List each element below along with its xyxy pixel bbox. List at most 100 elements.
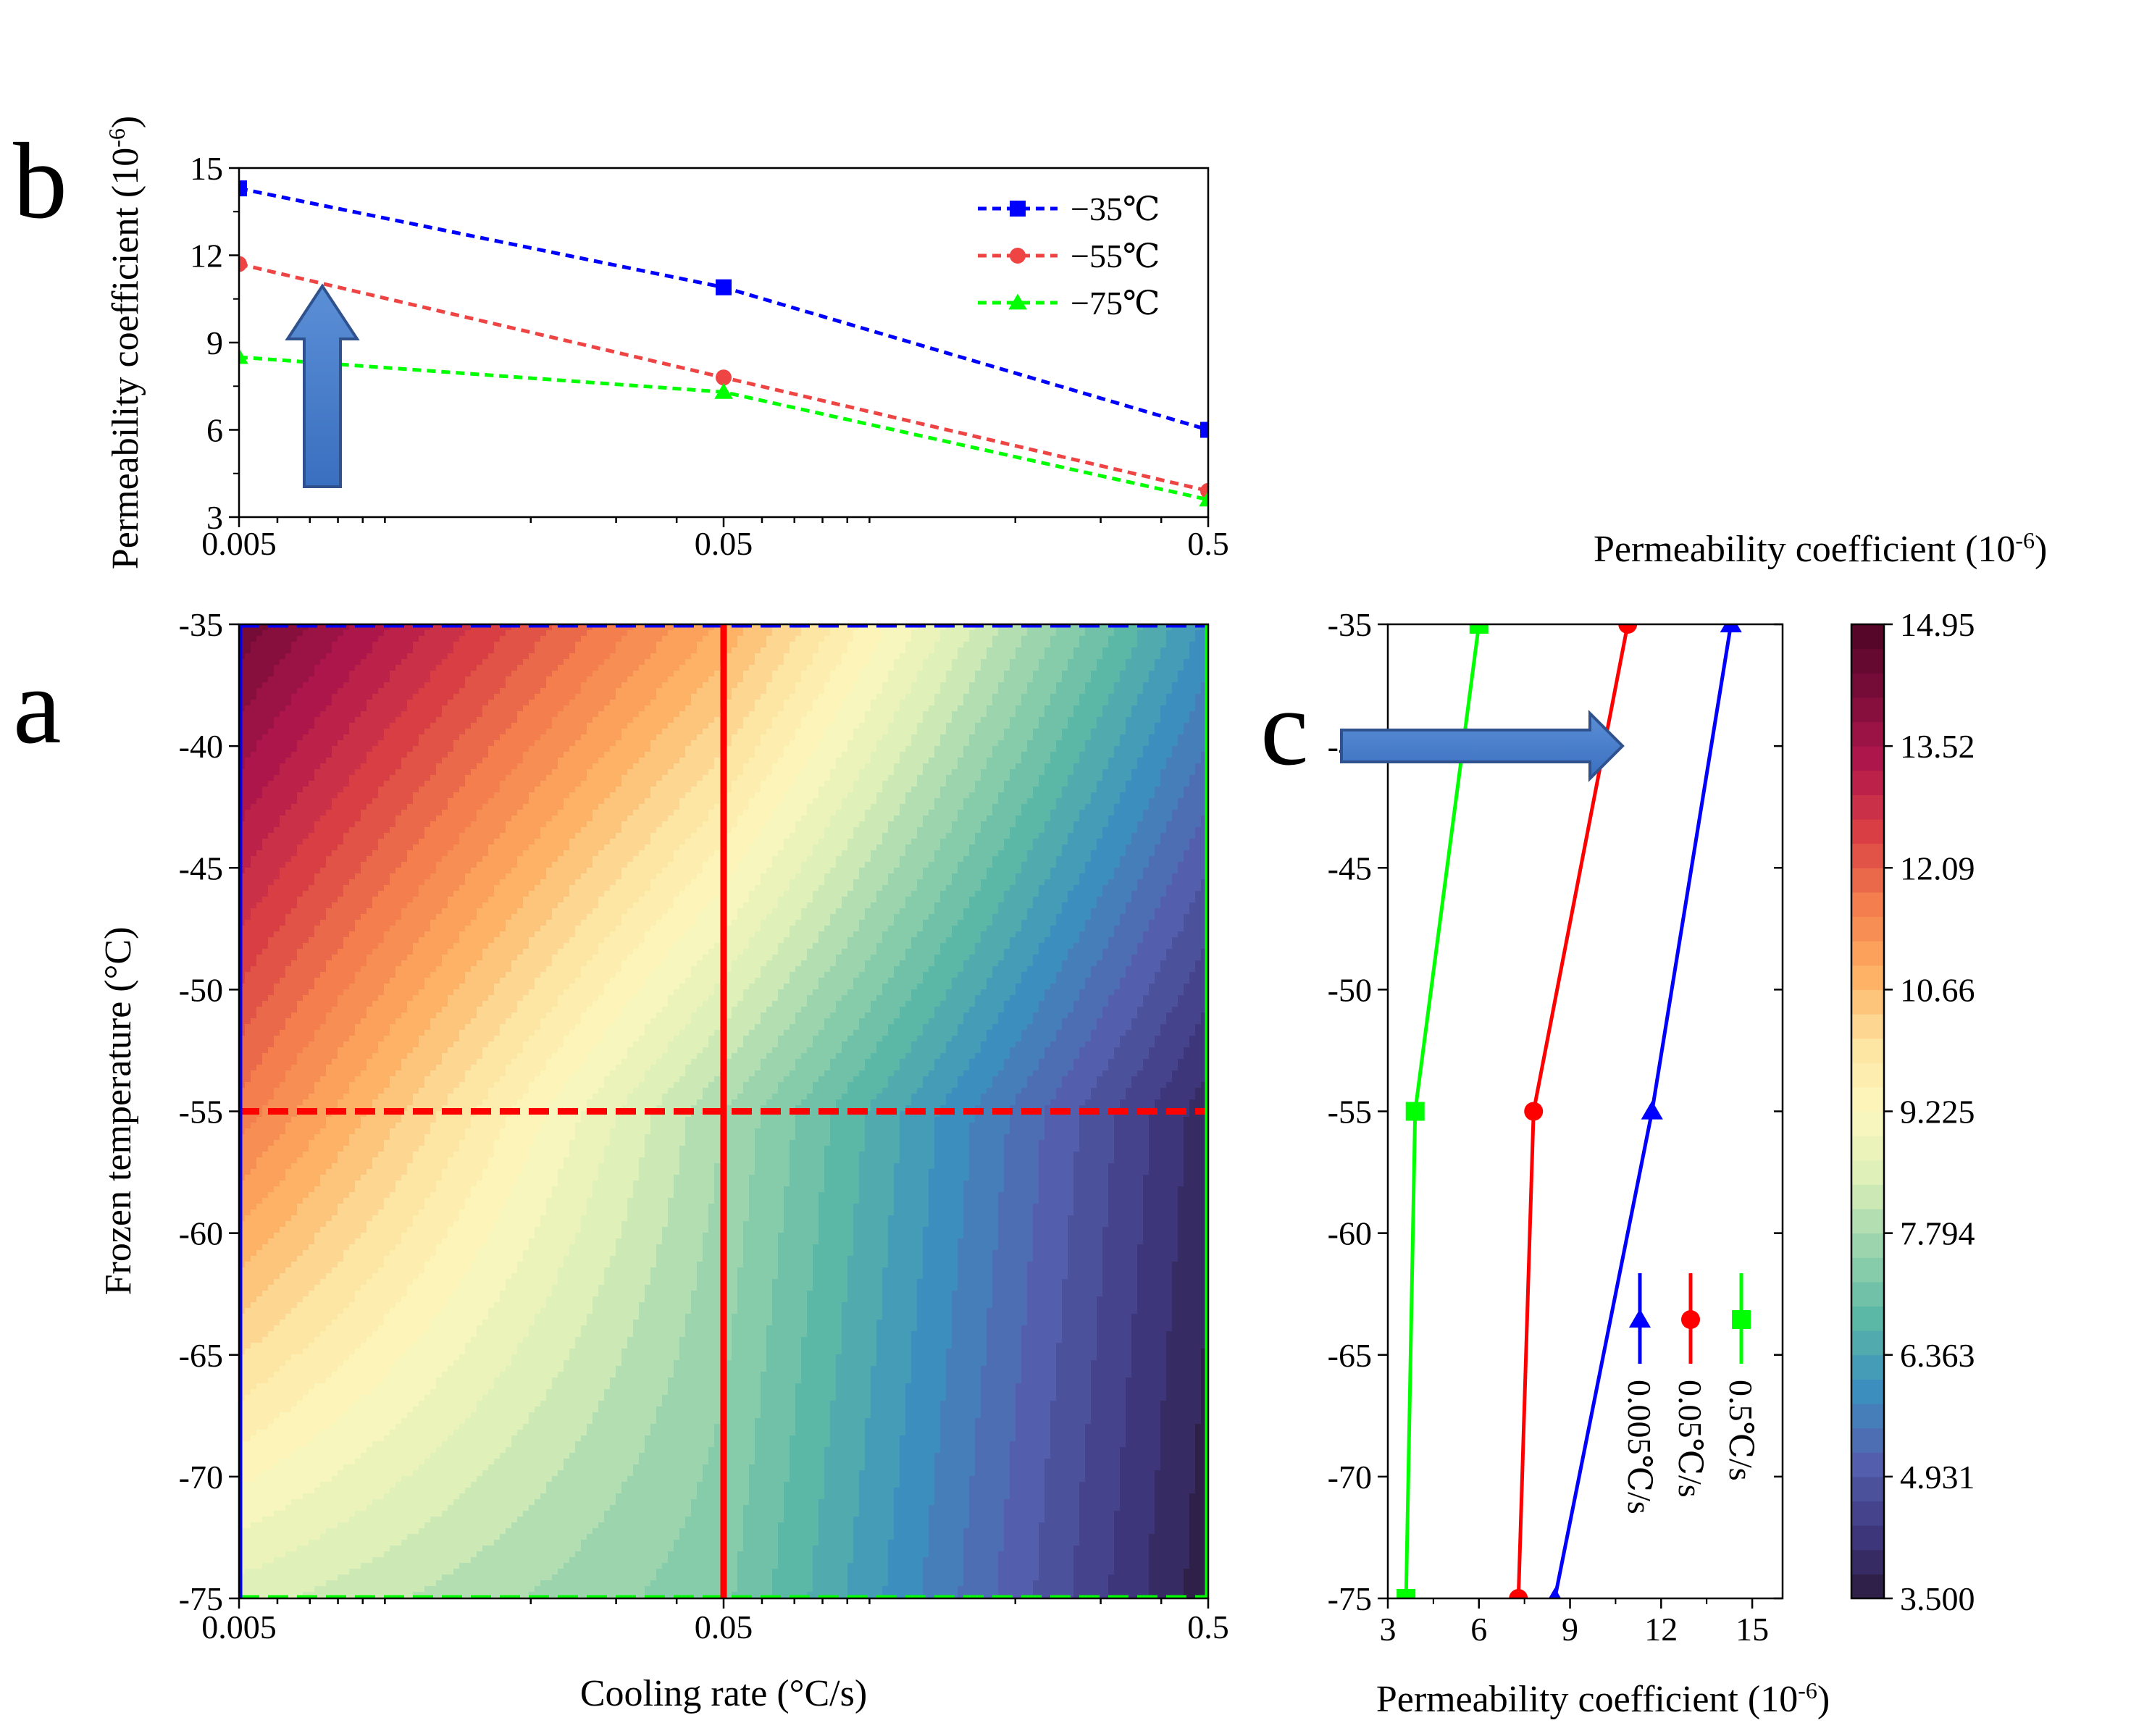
heatmap-cell xyxy=(465,752,472,758)
heatmap-cell xyxy=(500,659,506,666)
heatmap-cell xyxy=(430,688,437,695)
heatmap-cell xyxy=(326,787,332,793)
panel-b-data-point xyxy=(239,180,247,197)
heatmap-cell xyxy=(291,729,298,735)
heatmap-cell xyxy=(1062,705,1068,712)
heatmap-cell xyxy=(743,769,750,776)
heatmap-cell xyxy=(587,636,593,642)
heatmap-cell xyxy=(795,647,802,654)
heatmap-cell xyxy=(621,717,628,724)
heatmap-cell xyxy=(552,624,558,631)
heatmap-cell xyxy=(963,769,970,776)
heatmap-cell xyxy=(569,729,576,735)
heatmap-cell xyxy=(882,647,889,654)
heatmap-cell xyxy=(251,769,257,776)
heatmap-cell xyxy=(378,636,385,642)
heatmap-cell xyxy=(390,659,396,666)
heatmap-cell xyxy=(546,758,553,764)
heatmap-cell xyxy=(1027,769,1034,776)
heatmap-cell xyxy=(645,694,651,700)
heatmap-cell xyxy=(708,787,715,793)
heatmap-cell xyxy=(1073,781,1080,787)
heatmap-cell xyxy=(1073,729,1080,735)
heatmap-cell xyxy=(639,717,645,724)
heatmap-cell xyxy=(1021,752,1028,758)
heatmap-cell xyxy=(384,682,390,689)
heatmap-cell xyxy=(929,676,935,683)
heatmap-cell xyxy=(448,769,454,776)
heatmap-cell xyxy=(448,665,454,671)
heatmap-cell xyxy=(650,671,657,677)
heatmap-cell xyxy=(1114,734,1121,741)
heatmap-cell xyxy=(448,781,454,787)
heatmap-cell xyxy=(465,688,472,695)
heatmap-cell xyxy=(946,763,953,770)
heatmap-cell xyxy=(430,775,437,781)
heatmap-cell xyxy=(1172,642,1178,648)
heatmap-cell xyxy=(616,734,622,741)
heatmap-cell xyxy=(245,659,251,666)
heatmap-cell xyxy=(413,792,419,799)
heatmap-cell xyxy=(1010,734,1016,741)
heatmap-cell xyxy=(564,630,570,637)
heatmap-cell xyxy=(842,647,848,654)
heatmap-cell xyxy=(882,711,889,718)
heatmap-cell xyxy=(616,671,622,677)
heatmap-cell xyxy=(992,740,999,747)
heatmap-cell xyxy=(593,752,599,758)
heatmap-cell xyxy=(1091,676,1097,683)
heatmap-cell xyxy=(1079,671,1086,677)
heatmap-cell xyxy=(378,752,385,758)
heatmap-cell xyxy=(320,665,327,671)
heatmap-cell xyxy=(650,665,657,671)
heatmap-cell xyxy=(836,752,842,758)
heatmap-cell xyxy=(384,671,390,677)
heatmap-cell xyxy=(593,705,599,712)
heatmap-cell xyxy=(987,636,993,642)
heatmap-cell xyxy=(963,682,970,689)
heatmap-cell xyxy=(401,665,408,671)
heatmap-cell xyxy=(790,781,796,787)
heatmap-cell xyxy=(853,705,860,712)
heatmap-cell xyxy=(772,665,779,671)
heatmap-cell xyxy=(703,653,709,660)
heatmap-cell xyxy=(836,746,842,752)
heatmap-cell xyxy=(888,723,895,729)
heatmap-cell xyxy=(801,758,808,764)
heatmap-cell xyxy=(494,758,501,764)
heatmap-cell xyxy=(732,734,738,741)
heatmap-cell xyxy=(459,676,466,683)
heatmap-cell xyxy=(367,642,373,648)
heatmap-cell xyxy=(1172,659,1178,666)
heatmap-cell xyxy=(488,624,495,631)
heatmap-cell xyxy=(1085,676,1092,683)
heatmap-cell xyxy=(1160,647,1167,654)
heatmap-cell xyxy=(407,711,414,718)
heatmap-cell xyxy=(737,729,744,735)
heatmap-cell xyxy=(992,682,999,689)
heatmap-cell xyxy=(581,624,587,631)
heatmap-cell xyxy=(1068,694,1074,700)
heatmap-cell xyxy=(1068,688,1074,695)
heatmap-cell xyxy=(587,746,593,752)
heatmap-cell xyxy=(865,723,871,729)
heatmap-cell xyxy=(987,694,993,700)
heatmap-cell xyxy=(1137,717,1144,724)
heatmap-cell xyxy=(523,653,529,660)
heatmap-cell xyxy=(662,769,669,776)
heatmap-cell xyxy=(1056,682,1063,689)
heatmap-cell xyxy=(1131,630,1138,637)
heatmap-cell xyxy=(732,700,738,706)
heatmap-cell xyxy=(859,676,866,683)
heatmap-cell xyxy=(934,636,941,642)
heatmap-cell xyxy=(894,717,900,724)
heatmap-cell xyxy=(598,711,605,718)
heatmap-cell xyxy=(853,734,860,741)
heatmap-cell xyxy=(349,787,356,793)
heatmap-cell xyxy=(621,746,628,752)
heatmap-cell xyxy=(314,653,321,660)
heatmap-cell xyxy=(448,775,454,781)
heatmap-cell xyxy=(656,659,663,666)
heatmap-cell xyxy=(558,775,564,781)
heatmap-cell xyxy=(621,705,628,712)
